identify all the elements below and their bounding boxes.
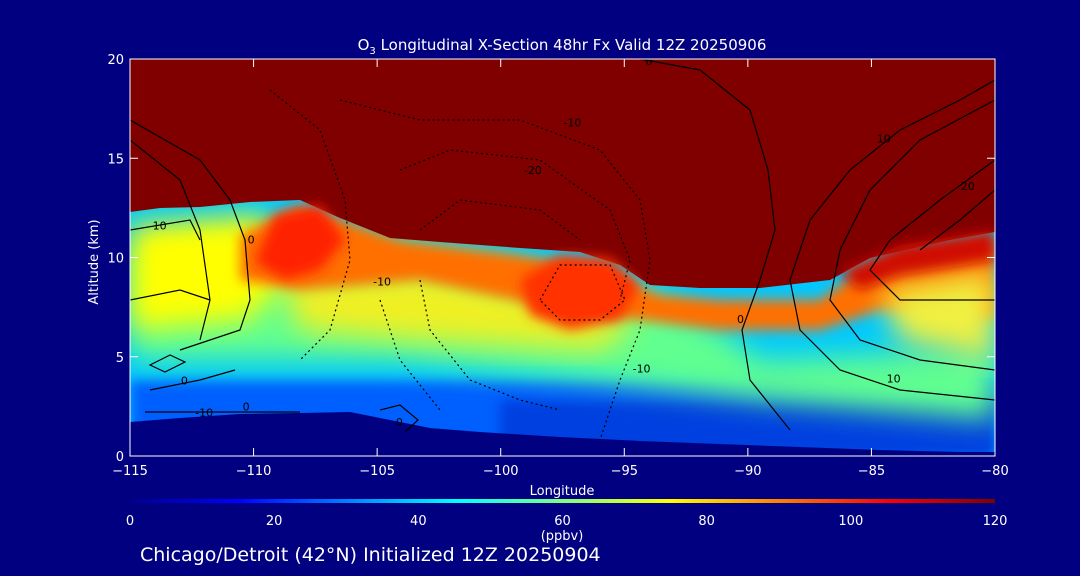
contour-lines-dotted — [269, 89, 651, 441]
chart-title-main: O — [358, 36, 370, 54]
y-tick-label: 20 — [107, 53, 124, 68]
contour-label: 0 — [396, 416, 403, 429]
contour-labels: 10 0 0 -10 0 0 -10 -10 -20 0 -10 0 10 10 20 — [153, 55, 975, 429]
colorbar-label: (ppbv) — [541, 529, 584, 544]
contour-label: -10 — [563, 116, 581, 129]
x-tick-label: −80 — [981, 464, 1008, 479]
contour-label: 10 — [887, 373, 901, 386]
field-red-lobe-central — [520, 255, 640, 330]
colorbar-ticks: 0 20 40 60 80 100 120 — [126, 514, 1008, 529]
chart-title-rest: Longitudinal X-Section 48hr Fx Valid 12Z… — [376, 36, 767, 54]
colorbar-tick-label: 20 — [266, 514, 283, 529]
x-tick-label: −115 — [112, 464, 148, 479]
contour-label: 0 — [181, 375, 188, 388]
y-tick-label: 5 — [116, 351, 124, 366]
colorbar-tick-label: 120 — [983, 514, 1008, 529]
colorbar-tick-label: 0 — [126, 514, 134, 529]
x-tick-label: −105 — [359, 464, 395, 479]
contour-label: 10 — [877, 132, 891, 145]
field-stratosphere — [130, 59, 995, 288]
x-axis-label: Longitude — [530, 484, 595, 499]
y-tick-label: 0 — [116, 450, 124, 465]
contour-label: -10 — [195, 406, 213, 419]
y-axis: 0 5 10 15 20 — [107, 53, 995, 465]
contour-label: 0 — [646, 55, 653, 68]
x-tick-label: −95 — [611, 464, 638, 479]
y-tick-label: 15 — [107, 152, 124, 167]
y-tick-label: 10 — [107, 252, 124, 267]
footer-caption: Chicago/Detroit (42°N) Initialized 12Z 2… — [140, 544, 601, 566]
contour-label: 0 — [243, 400, 250, 413]
chart-title-subscript: 3 — [369, 46, 375, 57]
contour-lines — [130, 59, 995, 433]
chart-title: O3 Longitudinal X-Section 48hr Fx Valid … — [358, 36, 767, 57]
x-tick-label: −90 — [734, 464, 761, 479]
colorbar-tick-label: 80 — [698, 514, 715, 529]
colorbar-tick-label: 40 — [410, 514, 427, 529]
terrain — [130, 412, 995, 456]
field-yellow-central — [280, 270, 640, 350]
x-tick-label: −110 — [236, 464, 272, 479]
colorbar-tick-label: 100 — [838, 514, 863, 529]
contour-label: 20 — [961, 180, 975, 193]
contour-label: 0 — [737, 313, 744, 326]
field-red-east — [840, 230, 995, 290]
plot-area: 10 0 0 -10 0 0 -10 -10 -20 0 -10 0 10 10 20 — [130, 55, 995, 456]
contour-label: 10 — [153, 220, 167, 233]
field-yellow-east — [880, 270, 995, 360]
colorbar-strip — [130, 499, 995, 503]
contour-label: -10 — [373, 275, 391, 288]
colorbar: 0 20 40 60 80 100 120 (ppbv) — [126, 499, 1008, 544]
colorbar-tick-label: 60 — [554, 514, 571, 529]
x-tick-label: −100 — [483, 464, 519, 479]
x-tick-label: −85 — [858, 464, 885, 479]
contour-label: -20 — [524, 164, 542, 177]
field-red-lobe-west — [255, 205, 345, 280]
contour-label: 0 — [248, 234, 255, 247]
contour-label: -10 — [633, 363, 651, 376]
y-axis-label: Altitude (km) — [87, 219, 102, 304]
x-axis: −115 −110 −105 −100 −95 −90 −85 −80 — [112, 59, 1009, 479]
